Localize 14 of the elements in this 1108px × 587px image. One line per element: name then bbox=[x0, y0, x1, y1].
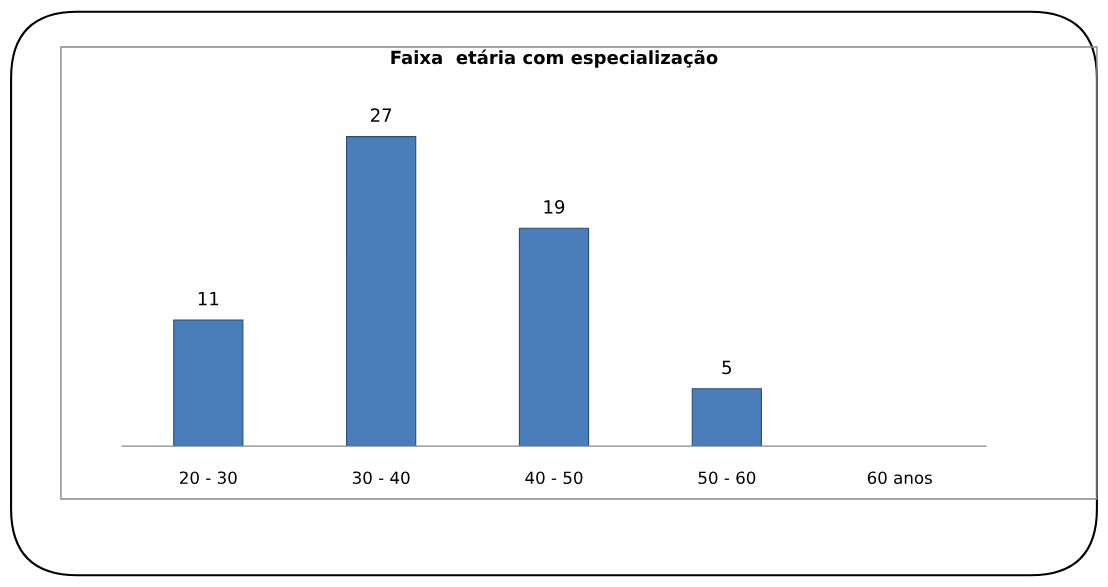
x-tick-label: 60 anos bbox=[867, 471, 932, 485]
data-label: 5 bbox=[722, 360, 732, 375]
bar bbox=[518, 227, 590, 447]
data-label: 19 bbox=[544, 200, 565, 214]
data-label: 27 bbox=[370, 108, 392, 122]
data-label: 11 bbox=[198, 291, 219, 306]
x-tick-label: 50 - 60 bbox=[698, 471, 756, 485]
bar bbox=[346, 136, 417, 447]
bar bbox=[173, 319, 244, 447]
x-tick-label: 20 - 30 bbox=[180, 471, 237, 485]
x-tick-label: 40 - 50 bbox=[525, 471, 583, 485]
chart-title: Faixa etária com especialização bbox=[391, 49, 718, 68]
x-tick-label: 30 - 40 bbox=[352, 471, 410, 485]
bar bbox=[691, 388, 762, 447]
